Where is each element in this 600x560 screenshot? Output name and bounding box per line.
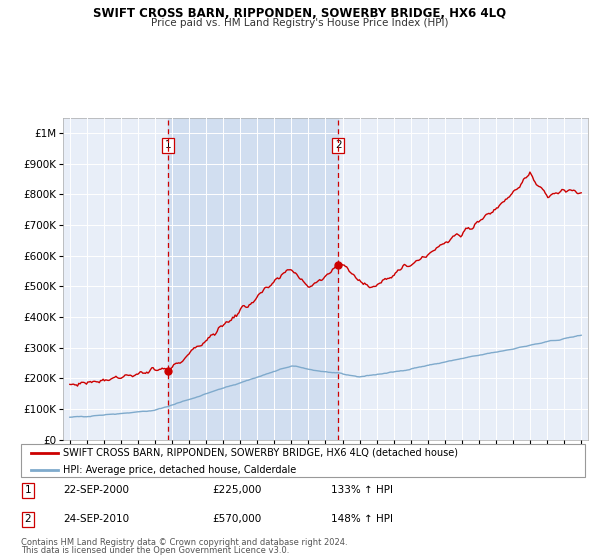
Text: 1: 1 [25,486,31,495]
Text: 2: 2 [335,140,341,150]
Text: Contains HM Land Registry data © Crown copyright and database right 2024.: Contains HM Land Registry data © Crown c… [21,538,347,547]
Text: 1: 1 [164,140,171,150]
Text: 2: 2 [25,515,31,524]
Text: 24-SEP-2010: 24-SEP-2010 [64,515,130,524]
Text: HPI: Average price, detached house, Calderdale: HPI: Average price, detached house, Cald… [64,465,296,475]
Text: 148% ↑ HPI: 148% ↑ HPI [331,515,393,524]
FancyBboxPatch shape [21,444,585,477]
Text: SWIFT CROSS BARN, RIPPONDEN, SOWERBY BRIDGE, HX6 4LQ: SWIFT CROSS BARN, RIPPONDEN, SOWERBY BRI… [94,7,506,20]
Bar [168,118,338,440]
Text: 22-SEP-2000: 22-SEP-2000 [64,486,130,495]
Text: 133% ↑ HPI: 133% ↑ HPI [331,486,393,495]
Text: SWIFT CROSS BARN, RIPPONDEN, SOWERBY BRIDGE, HX6 4LQ (detached house): SWIFT CROSS BARN, RIPPONDEN, SOWERBY BRI… [64,448,458,458]
Text: £570,000: £570,000 [213,515,262,524]
Text: This data is licensed under the Open Government Licence v3.0.: This data is licensed under the Open Gov… [21,546,289,555]
Text: Price paid vs. HM Land Registry's House Price Index (HPI): Price paid vs. HM Land Registry's House … [151,18,449,28]
Text: £225,000: £225,000 [213,486,262,495]
